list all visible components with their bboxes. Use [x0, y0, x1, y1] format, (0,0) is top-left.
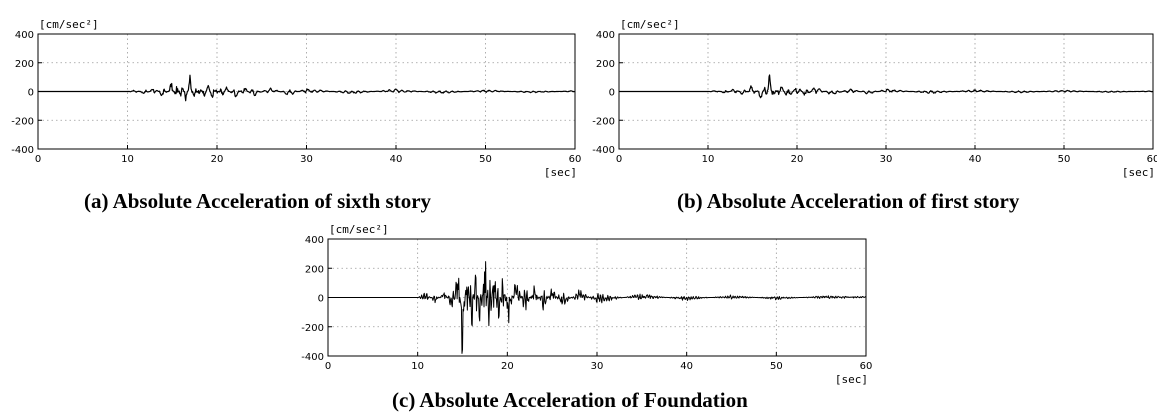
- y-tick-label: 0: [609, 88, 615, 99]
- x-tick-label: 20: [791, 154, 804, 165]
- x-tick-label: 10: [702, 154, 715, 165]
- y-tick-label: 400: [305, 235, 324, 246]
- x-tick-label: 0: [35, 154, 41, 165]
- x-tick-label: 0: [325, 361, 331, 372]
- series-line-b: [618, 74, 1154, 99]
- x-tick-label: 50: [479, 154, 492, 165]
- y-axis-label: [cm/sec²]: [39, 18, 99, 31]
- x-tick-label: 40: [969, 154, 982, 165]
- y-tick-label: -400: [11, 145, 34, 156]
- x-tick-label: 30: [880, 154, 893, 165]
- x-axis-label: [sec]: [1122, 166, 1155, 179]
- y-tick-label: 400: [596, 30, 615, 41]
- y-axis-label: [cm/sec²]: [329, 223, 389, 236]
- y-tick-label: -200: [592, 116, 615, 127]
- x-tick-label: 60: [860, 361, 873, 372]
- x-tick-label: 40: [390, 154, 403, 165]
- x-tick-label: 50: [770, 361, 783, 372]
- y-tick-label: 0: [28, 88, 34, 99]
- x-axis-label: [sec]: [544, 166, 577, 179]
- y-tick-label: 200: [596, 59, 615, 70]
- x-tick-label: 60: [1147, 154, 1157, 165]
- y-tick-label: -200: [301, 323, 324, 334]
- y-tick-label: -400: [592, 145, 615, 156]
- caption-b: (b) Absolute Acceleration of first story: [677, 189, 1020, 213]
- x-tick-label: 30: [591, 361, 604, 372]
- series-line-c: [328, 261, 867, 354]
- x-tick-label: 10: [411, 361, 424, 372]
- x-tick-label: 50: [1058, 154, 1071, 165]
- x-tick-label: 40: [680, 361, 693, 372]
- x-axis-label: [sec]: [835, 373, 868, 386]
- caption-c: (c) Absolute Acceleration of Foundation: [392, 388, 748, 412]
- y-axis-label: [cm/sec²]: [620, 18, 680, 31]
- x-tick-label: 20: [211, 154, 224, 165]
- x-tick-label: 60: [569, 154, 582, 165]
- y-tick-label: 200: [305, 264, 324, 275]
- y-tick-label: 400: [15, 30, 34, 41]
- caption-a: (a) Absolute Acceleration of sixth story: [84, 189, 432, 213]
- x-tick-label: 10: [121, 154, 134, 165]
- y-tick-label: 0: [318, 294, 324, 305]
- y-tick-label: -400: [301, 352, 324, 363]
- series-line-a: [37, 74, 576, 102]
- x-tick-label: 0: [616, 154, 622, 165]
- y-tick-label: -200: [11, 116, 34, 127]
- x-tick-label: 20: [501, 361, 514, 372]
- y-tick-label: 200: [15, 59, 34, 70]
- x-tick-label: 30: [300, 154, 313, 165]
